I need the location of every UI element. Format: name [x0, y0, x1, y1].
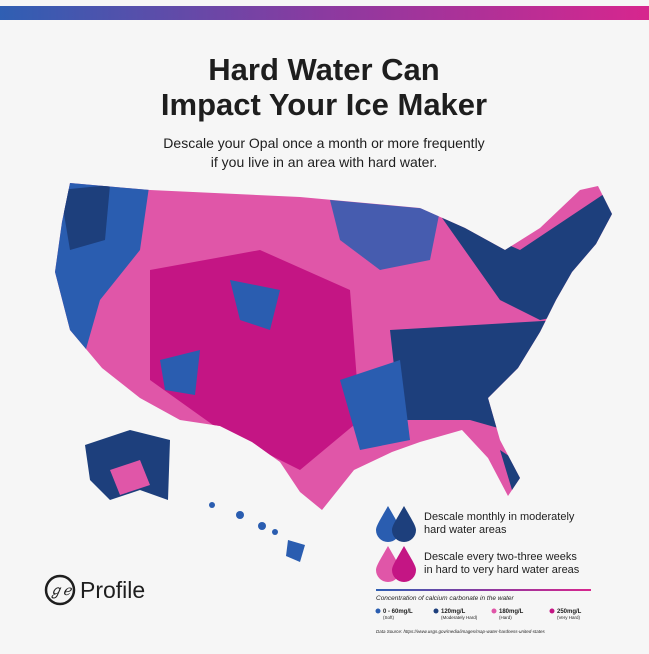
logo: ℊℯ — [44, 574, 76, 606]
scale-value: 250mg/L — [557, 609, 582, 615]
scale-value: 180mg/L — [499, 609, 524, 615]
scale-value: 0 - 60mg/L — [383, 609, 413, 615]
scale-note: (Hard) — [499, 615, 512, 620]
subtitle-line: Descale your Opal once a month or more f… — [163, 135, 484, 151]
scale-note: (Very Hard) — [557, 615, 581, 620]
legend-label: in hard to very hard water areas — [424, 564, 580, 576]
scale-dot — [375, 608, 381, 614]
title-line: Hard Water Can — [208, 52, 439, 87]
legend-drops-blue — [376, 506, 416, 542]
title-line: Impact Your Ice Maker — [161, 87, 487, 122]
scale-dot — [491, 608, 497, 614]
top-bar — [0, 6, 649, 20]
legend-label: hard water areas — [424, 524, 507, 536]
subtitle-line: if you live in an area with hard water. — [211, 154, 437, 170]
scale-title: Concentration of calcium carbonate in th… — [376, 595, 514, 602]
svg-text:ℊℯ: ℊℯ — [49, 584, 73, 599]
scale-dot — [433, 608, 439, 614]
scale-note: (Soft) — [383, 615, 395, 620]
scale-note: (Moderately Hard) — [441, 615, 478, 620]
scale-dot — [549, 608, 555, 614]
legend-label: Descale every two-three weeks — [424, 551, 577, 563]
scale-bar — [376, 589, 591, 591]
source: Data Source: https://www.usgs.gov/media/… — [376, 629, 545, 634]
brand: Profile — [80, 577, 145, 603]
legend-drops-pink — [376, 546, 416, 582]
scale-items: 0 - 60mg/L(Soft) 120mg/L(Moderately Hard)… — [375, 608, 582, 620]
hawaii — [209, 502, 305, 562]
legend-label: Descale monthly in moderately — [424, 511, 575, 523]
scale-value: 120mg/L — [441, 609, 466, 615]
alaska-region — [110, 460, 150, 495]
